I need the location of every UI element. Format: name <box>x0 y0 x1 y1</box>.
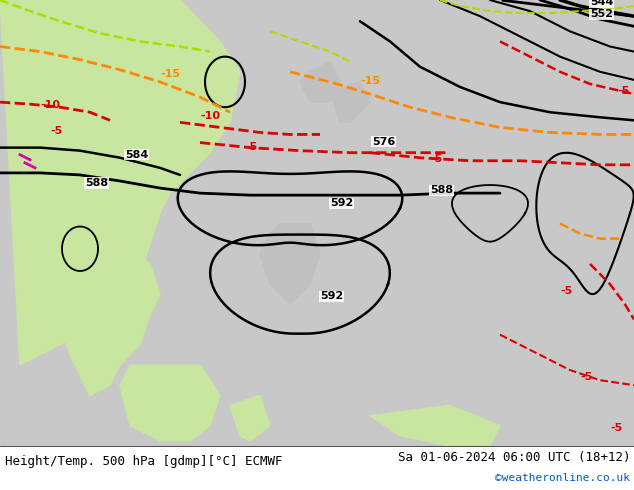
Text: -5: -5 <box>617 86 630 96</box>
Text: -5: -5 <box>560 286 573 296</box>
Text: 592: 592 <box>330 198 353 208</box>
Text: -10: -10 <box>40 100 60 110</box>
Polygon shape <box>120 365 220 441</box>
Text: -5: -5 <box>50 126 62 137</box>
Polygon shape <box>300 62 340 102</box>
Text: 588: 588 <box>85 178 108 188</box>
Text: -5: -5 <box>610 423 622 433</box>
Text: Sa 01-06-2024 06:00 UTC (18+12): Sa 01-06-2024 06:00 UTC (18+12) <box>398 451 630 465</box>
Polygon shape <box>0 0 240 365</box>
Polygon shape <box>230 395 270 441</box>
Polygon shape <box>370 405 500 446</box>
Text: -5: -5 <box>245 142 257 151</box>
Text: 592: 592 <box>320 291 343 301</box>
Text: -10: -10 <box>200 111 220 122</box>
Text: 576: 576 <box>372 137 395 147</box>
Polygon shape <box>260 223 320 304</box>
Text: 544: 544 <box>590 0 613 7</box>
Text: -5: -5 <box>430 154 443 164</box>
Text: Height/Temp. 500 hPa [gdmp][°C] ECMWF: Height/Temp. 500 hPa [gdmp][°C] ECMWF <box>5 455 283 468</box>
Text: ©weatheronline.co.uk: ©weatheronline.co.uk <box>495 473 630 483</box>
Text: 588: 588 <box>430 185 453 195</box>
Text: -15: -15 <box>360 76 380 86</box>
Polygon shape <box>330 82 370 122</box>
Text: 552: 552 <box>590 9 613 19</box>
Text: 584: 584 <box>125 150 148 160</box>
Text: -5: -5 <box>580 372 592 382</box>
Polygon shape <box>60 244 160 395</box>
Text: -15: -15 <box>160 69 180 79</box>
